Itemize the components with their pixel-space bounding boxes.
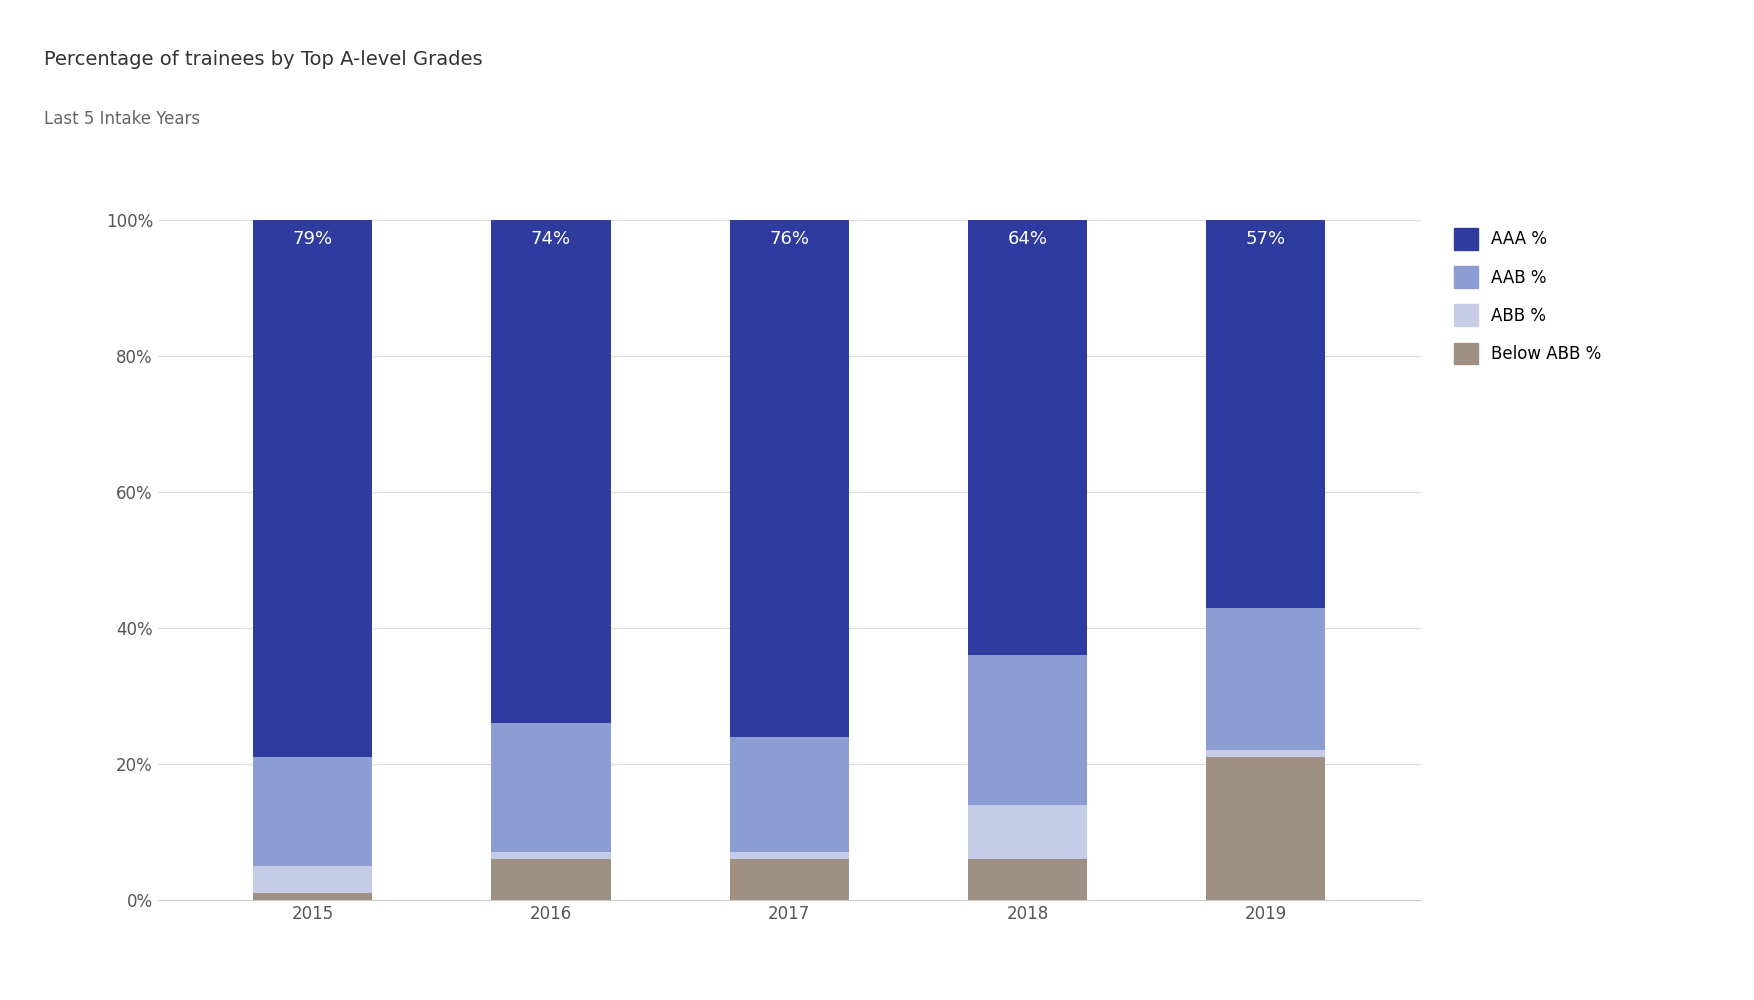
Bar [730, 852, 849, 859]
Bar [968, 220, 1087, 655]
Bar [968, 859, 1087, 900]
Bar [491, 852, 610, 859]
Bar [1207, 220, 1326, 608]
Legend: AAA %, AAB %, ABB %, Below ABB %: AAA %, AAB %, ABB %, Below ABB % [1454, 228, 1601, 364]
Bar [491, 220, 610, 723]
Text: Percentage of trainees by Top A-level Grades: Percentage of trainees by Top A-level Gr… [44, 50, 482, 69]
Bar [253, 220, 372, 757]
Bar [253, 893, 372, 900]
Bar [730, 737, 849, 852]
Bar [491, 859, 610, 900]
Text: 76%: 76% [770, 230, 809, 248]
Bar [1207, 608, 1326, 750]
Bar [491, 723, 610, 852]
Text: Last 5 Intake Years: Last 5 Intake Years [44, 110, 200, 128]
Bar [1207, 757, 1326, 900]
Text: 64%: 64% [1007, 230, 1047, 248]
Bar [1207, 750, 1326, 757]
Bar [968, 655, 1087, 805]
Bar [253, 866, 372, 893]
Bar [730, 859, 849, 900]
Text: 74%: 74% [531, 230, 572, 248]
Bar [730, 220, 849, 737]
Bar [968, 805, 1087, 859]
Bar [253, 757, 372, 866]
Text: 79%: 79% [293, 230, 333, 248]
Text: 57%: 57% [1245, 230, 1286, 248]
